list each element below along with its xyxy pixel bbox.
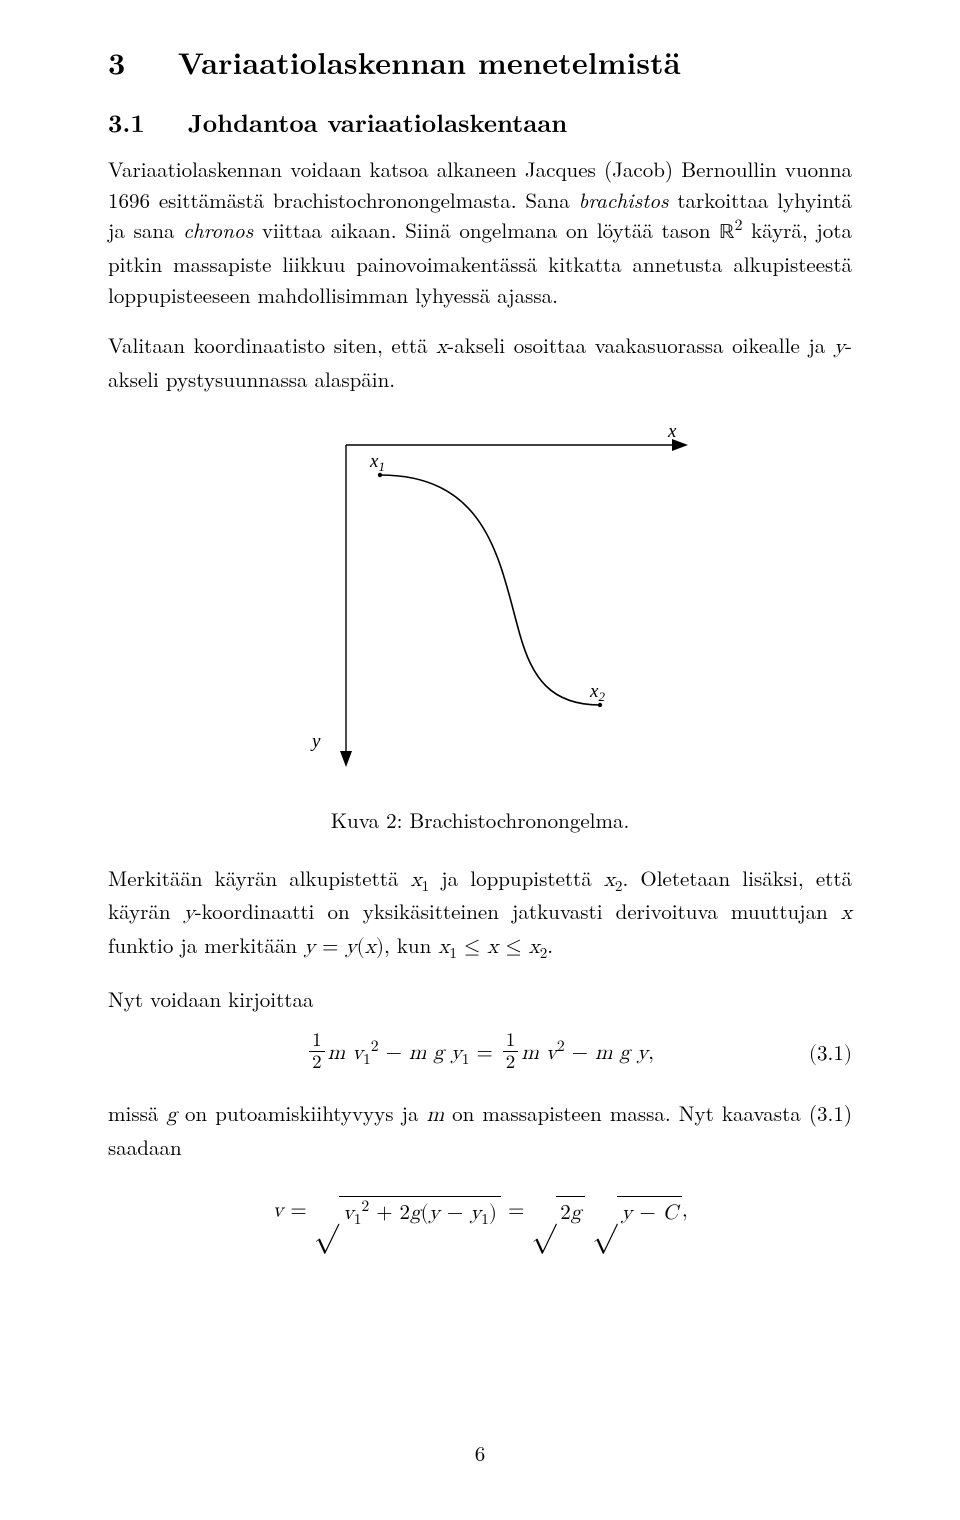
svg-text:x: x [667,421,677,442]
svg-text:x1: x1 [369,451,385,474]
section-title-text: Variaatiolaskennan menetelmistä [178,40,681,83]
paragraph-2: Valitaan koordinaatisto siten, että x-ak… [108,330,852,394]
brachistochrone-diagram: x y x1 x2 [230,415,730,795]
subsection-title-text: Johdantoa variaatiolaskentaan [188,105,567,140]
page-number: 6 [0,1438,960,1468]
paragraph-5: missä g on putoamiskiihtyvyys ja m on ma… [108,1098,852,1162]
page: 3 Variaatiolaskennan menetelmistä 3.1 Jo… [0,0,960,1520]
paragraph-1: Variaatiolaskennan voidaan katsoa alkane… [108,154,852,310]
figure-brachistochrone: x y x1 x2 [108,415,852,795]
subsection-heading: 3.1 Johdantoa variaatiolaskentaan [108,105,852,140]
paragraph-4: Nyt voidaan kirjoittaa [108,984,852,1015]
section-heading: 3 Variaatiolaskennan menetelmistä [108,40,852,83]
real-squared: ℝ [719,222,734,243]
equation-v: v = √v12 + 2g(y − y1) = √2g √y − C, [108,1183,852,1243]
svg-text:y: y [310,731,321,752]
svg-text:x2: x2 [589,681,605,704]
subsection-number: 3.1 [108,105,145,140]
paragraph-3: Merkitään käyrän alkupistettä x1 ja lopp… [108,863,852,964]
equation-3-1: 12m v12 − m g y1 = 12m v2 − m g y, (3.1) [108,1024,852,1084]
figure-caption: Kuva 2: Brachistochronongelma. [108,805,852,835]
equation-number: (3.1) [809,1042,852,1067]
section-number: 3 [108,40,125,83]
